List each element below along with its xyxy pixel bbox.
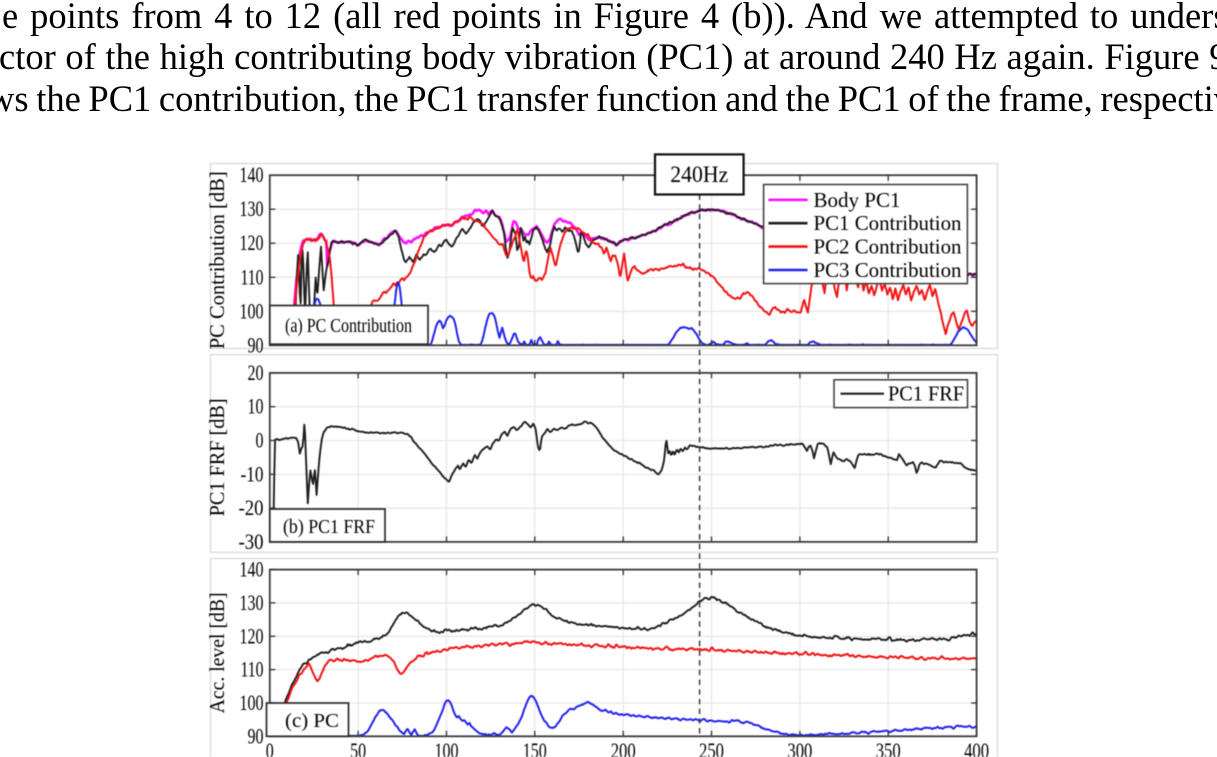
svg-text:300: 300: [787, 738, 812, 757]
svg-text:(b) PC1 FRF: (b) PC1 FRF: [283, 516, 375, 538]
svg-text:PC2 Contribution: PC2 Contribution: [814, 235, 962, 259]
svg-text:100: 100: [240, 298, 264, 323]
svg-text:250: 250: [699, 738, 724, 757]
svg-text:50: 50: [350, 738, 366, 757]
svg-text:0: 0: [266, 738, 274, 757]
svg-text:100: 100: [240, 690, 264, 715]
svg-text:(a) PC Contribution: (a) PC Contribution: [285, 315, 412, 337]
svg-text:Body PC1: Body PC1: [814, 188, 901, 212]
svg-text:Acc. level [dB]: Acc. level [dB]: [205, 592, 229, 713]
svg-text:110: 110: [241, 264, 264, 289]
svg-text:400: 400: [964, 738, 989, 757]
svg-text:120: 120: [240, 230, 264, 255]
svg-text:PC Contribution [dB]: PC Contribution [dB]: [205, 171, 229, 349]
svg-text:(c) PC: (c) PC: [285, 710, 339, 732]
svg-text:-30: -30: [239, 529, 264, 554]
svg-text:120: 120: [240, 623, 264, 648]
svg-text:90: 90: [248, 332, 264, 357]
svg-text:20: 20: [248, 360, 264, 385]
svg-text:240Hz: 240Hz: [670, 162, 728, 187]
svg-text:0: 0: [256, 428, 264, 453]
svg-text:130: 130: [240, 590, 264, 615]
svg-text:-20: -20: [239, 495, 264, 520]
svg-text:150: 150: [523, 738, 547, 757]
svg-text:10: 10: [248, 394, 264, 419]
svg-text:200: 200: [611, 738, 636, 757]
svg-text:PC1 FRF: PC1 FRF: [888, 382, 964, 406]
svg-text:PC1 FRF [dB]: PC1 FRF [dB]: [205, 398, 229, 516]
svg-text:-10: -10: [241, 461, 264, 486]
svg-text:PC3 Contribution: PC3 Contribution: [814, 258, 962, 282]
svg-text:350: 350: [876, 738, 901, 757]
svg-text:140: 140: [240, 557, 264, 582]
svg-text:140: 140: [240, 162, 264, 187]
svg-text:130: 130: [240, 196, 264, 221]
svg-text:90: 90: [248, 723, 264, 748]
svg-text:PC1 Contribution: PC1 Contribution: [814, 211, 962, 235]
svg-text:110: 110: [241, 657, 264, 682]
svg-text:100: 100: [435, 738, 459, 757]
